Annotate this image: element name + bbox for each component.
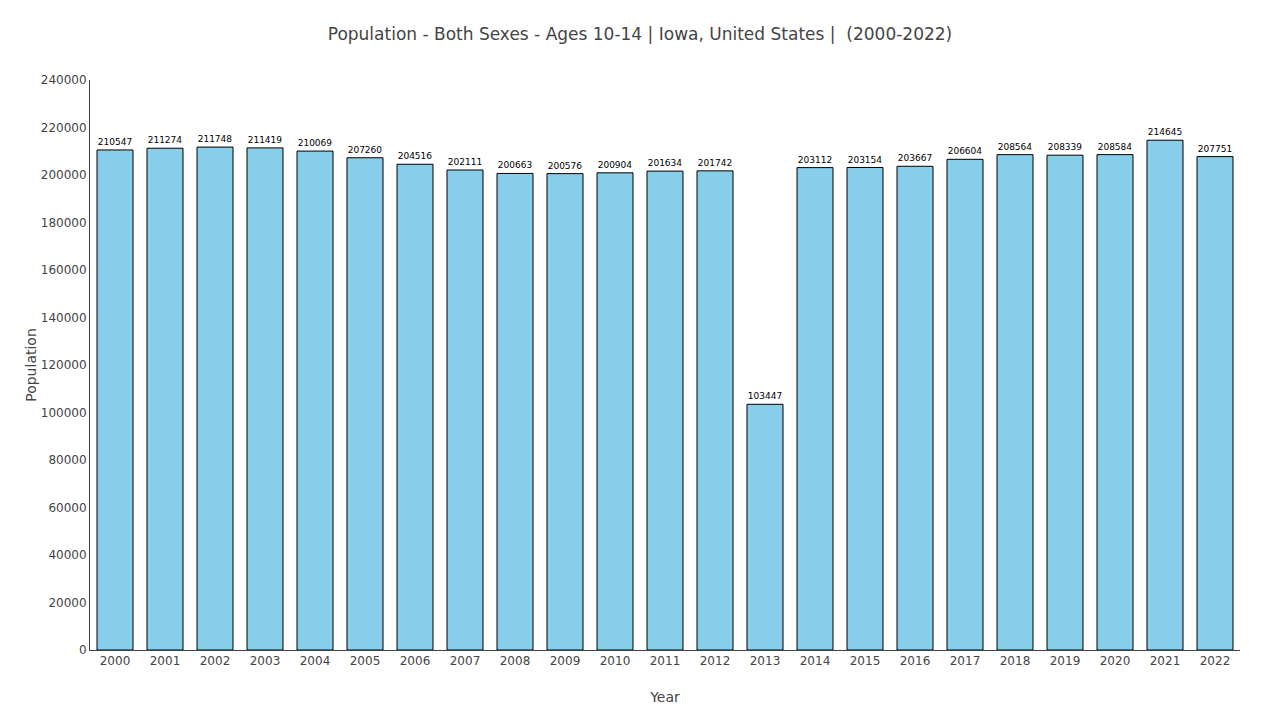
svg-text:20000: 20000 xyxy=(48,596,86,610)
svg-text:140000: 140000 xyxy=(41,311,87,325)
svg-text:202111: 202111 xyxy=(448,157,482,167)
svg-text:2005: 2005 xyxy=(350,654,381,668)
svg-text:103447: 103447 xyxy=(748,391,782,401)
svg-text:2010: 2010 xyxy=(600,654,631,668)
svg-text:2022: 2022 xyxy=(1200,654,1231,668)
svg-text:2007: 2007 xyxy=(450,654,481,668)
svg-text:220000: 220000 xyxy=(41,121,87,135)
svg-text:200000: 200000 xyxy=(41,168,87,182)
svg-text:204516: 204516 xyxy=(398,151,433,161)
svg-text:200663: 200663 xyxy=(498,160,532,170)
svg-text:40000: 40000 xyxy=(48,548,86,562)
svg-text:207751: 207751 xyxy=(1198,144,1232,154)
svg-text:2000: 2000 xyxy=(100,654,131,668)
svg-text:207260: 207260 xyxy=(348,145,383,155)
svg-text:206604: 206604 xyxy=(948,146,983,156)
svg-text:208564: 208564 xyxy=(998,142,1033,152)
svg-text:2014: 2014 xyxy=(800,654,831,668)
svg-text:201742: 201742 xyxy=(698,158,732,168)
svg-text:0: 0 xyxy=(79,643,87,657)
svg-text:Population - Both Sexes - Ages: Population - Both Sexes - Ages 10-14 | I… xyxy=(328,24,953,44)
svg-text:210069: 210069 xyxy=(298,138,333,148)
svg-text:2019: 2019 xyxy=(1050,654,1081,668)
svg-text:Year: Year xyxy=(649,689,680,705)
svg-text:203112: 203112 xyxy=(798,155,832,165)
svg-text:240000: 240000 xyxy=(41,73,87,87)
svg-text:80000: 80000 xyxy=(48,453,86,467)
svg-text:200576: 200576 xyxy=(548,161,583,171)
svg-text:2008: 2008 xyxy=(500,654,531,668)
svg-text:2011: 2011 xyxy=(650,654,681,668)
svg-text:2009: 2009 xyxy=(550,654,581,668)
svg-text:160000: 160000 xyxy=(41,263,87,277)
svg-text:2016: 2016 xyxy=(900,654,931,668)
svg-text:2003: 2003 xyxy=(250,654,281,668)
svg-text:211274: 211274 xyxy=(148,135,183,145)
svg-text:203154: 203154 xyxy=(848,155,883,165)
svg-text:208339: 208339 xyxy=(1048,142,1083,152)
svg-text:201634: 201634 xyxy=(648,158,683,168)
svg-text:211419: 211419 xyxy=(248,135,283,145)
svg-text:2006: 2006 xyxy=(400,654,431,668)
svg-text:2001: 2001 xyxy=(150,654,181,668)
svg-text:2018: 2018 xyxy=(1000,654,1031,668)
svg-text:100000: 100000 xyxy=(41,406,87,420)
svg-text:2017: 2017 xyxy=(950,654,981,668)
svg-text:180000: 180000 xyxy=(41,216,87,230)
svg-text:120000: 120000 xyxy=(41,358,87,372)
svg-text:208584: 208584 xyxy=(1098,142,1133,152)
svg-text:211748: 211748 xyxy=(198,134,233,144)
svg-text:Population: Population xyxy=(23,328,39,402)
svg-text:2004: 2004 xyxy=(300,654,331,668)
svg-text:2015: 2015 xyxy=(850,654,881,668)
svg-text:2020: 2020 xyxy=(1100,654,1131,668)
svg-text:2002: 2002 xyxy=(200,654,231,668)
svg-text:210547: 210547 xyxy=(98,137,132,147)
svg-text:214645: 214645 xyxy=(1148,127,1182,137)
svg-text:2012: 2012 xyxy=(700,654,731,668)
svg-text:2013: 2013 xyxy=(750,654,781,668)
svg-text:200904: 200904 xyxy=(598,160,633,170)
svg-text:60000: 60000 xyxy=(48,501,86,515)
svg-text:2021: 2021 xyxy=(1150,654,1181,668)
svg-text:203667: 203667 xyxy=(898,153,932,163)
